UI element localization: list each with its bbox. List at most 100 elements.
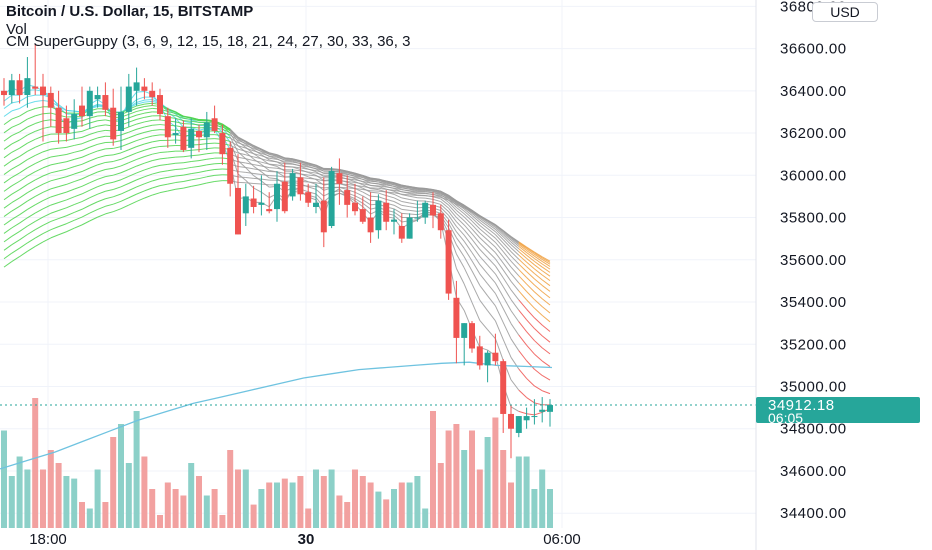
ribbon-segment bbox=[455, 253, 465, 269]
ribbon-segment bbox=[471, 245, 481, 257]
ribbon-segment bbox=[81, 182, 91, 187]
ribbon-segment bbox=[183, 120, 192, 122]
ribbon-segment bbox=[495, 227, 504, 235]
volume-bar bbox=[71, 478, 78, 528]
ribbon-segment bbox=[362, 189, 371, 192]
ribbon-segment bbox=[479, 249, 488, 258]
ribbon-segment bbox=[19, 126, 28, 133]
volume-bar bbox=[79, 502, 85, 528]
candle-body bbox=[344, 190, 351, 205]
ribbon-segment bbox=[284, 158, 293, 160]
indicator-legend[interactable]: CM SuperGuppy (3, 6, 9, 12, 15, 18, 21, … bbox=[6, 33, 411, 50]
ribbon-segment bbox=[510, 299, 520, 311]
ribbon-segment bbox=[386, 180, 395, 184]
ribbon-segment bbox=[167, 182, 176, 185]
volume-bar bbox=[500, 450, 507, 528]
ribbon-segment bbox=[237, 142, 246, 146]
ribbon-segment bbox=[347, 187, 356, 190]
ribbon-segment bbox=[315, 167, 324, 172]
candle-body bbox=[32, 86, 39, 89]
ribbon-segment bbox=[471, 238, 481, 250]
ribbon-segment bbox=[42, 148, 51, 153]
ribbon-segment bbox=[541, 375, 551, 381]
ribbon-segment bbox=[183, 166, 192, 170]
ribbon-segment bbox=[401, 208, 410, 211]
ribbon-segment bbox=[120, 162, 129, 167]
candle-body bbox=[219, 133, 226, 155]
ribbon-segment bbox=[354, 181, 363, 185]
ribbon-segment bbox=[354, 184, 363, 187]
volume-bar bbox=[188, 463, 195, 528]
volume-bar bbox=[180, 495, 187, 528]
ribbon-segment bbox=[370, 184, 379, 187]
ribbon-segment bbox=[167, 108, 176, 113]
ribbon-segment bbox=[362, 199, 371, 206]
ribbon-segment bbox=[3, 261, 13, 268]
ribbon-segment bbox=[3, 210, 13, 217]
volume-bar bbox=[492, 417, 499, 528]
price-axis[interactable]: 36800.0036600.0036400.0036200.0036000.00… bbox=[755, 0, 932, 550]
ribbon-segment bbox=[19, 192, 28, 199]
ribbon-segment bbox=[518, 321, 527, 332]
ribbon-segment bbox=[167, 162, 176, 165]
ribbon-segment bbox=[81, 146, 90, 151]
ribbon-segment bbox=[502, 269, 512, 282]
ribbon-segment bbox=[19, 142, 28, 149]
volume-bar bbox=[8, 476, 15, 528]
ribbon-segment bbox=[315, 178, 324, 182]
ribbon-segment bbox=[152, 185, 161, 189]
volume-bar bbox=[336, 495, 343, 528]
ribbon-segment bbox=[152, 192, 161, 196]
ribbon-segment bbox=[183, 173, 192, 176]
chart-title[interactable]: Bitcoin / U.S. Dollar, 15, BITSTAMP bbox=[6, 3, 254, 20]
ribbon-segment bbox=[27, 115, 36, 120]
candle-body bbox=[352, 202, 358, 212]
ribbon-segment bbox=[494, 265, 504, 279]
ribbon-segment bbox=[3, 202, 13, 209]
candle-body bbox=[398, 225, 405, 239]
ribbon-segment bbox=[409, 209, 418, 212]
candle-body bbox=[391, 219, 397, 222]
currency-selector[interactable]: USD bbox=[812, 2, 878, 22]
ribbon-segment bbox=[315, 186, 324, 189]
ribbon-segment bbox=[237, 145, 246, 149]
ribbon-segment bbox=[292, 158, 301, 162]
ribbon-segment bbox=[19, 225, 28, 232]
candle-body bbox=[71, 114, 78, 129]
ribbon-segment bbox=[34, 167, 44, 173]
ribbon-segment bbox=[409, 213, 418, 216]
ribbon-segment bbox=[191, 154, 200, 157]
volume-bar bbox=[24, 469, 31, 528]
candle-body bbox=[274, 183, 280, 210]
ribbon-segment bbox=[518, 350, 527, 362]
volume-bar bbox=[141, 456, 148, 528]
ribbon-segment bbox=[253, 156, 262, 160]
ribbon-segment bbox=[487, 283, 496, 294]
ribbon-segment bbox=[97, 198, 106, 203]
volume-bar bbox=[328, 469, 335, 528]
ribbon-segment bbox=[339, 169, 348, 172]
ribbon-segment bbox=[494, 282, 504, 298]
ribbon-segment bbox=[487, 257, 496, 267]
ribbon-segment bbox=[34, 175, 44, 181]
ribbon-segment bbox=[261, 149, 270, 154]
ribbon-segment bbox=[35, 135, 44, 140]
ribbon-segment bbox=[448, 195, 457, 202]
ribbon-segment bbox=[471, 260, 481, 275]
ribbon-segment bbox=[354, 177, 363, 180]
ribbon-segment bbox=[66, 188, 75, 193]
volume-bar bbox=[297, 476, 304, 528]
ribbon-segment bbox=[315, 193, 325, 203]
ribbon-segment bbox=[276, 175, 285, 178]
ribbon-segment bbox=[167, 168, 176, 172]
ribbon-segment bbox=[144, 153, 153, 158]
ribbon-segment bbox=[487, 295, 496, 307]
ribbon-segment bbox=[463, 256, 473, 272]
time-axis[interactable]: 18:00 30 06:00 bbox=[29, 531, 581, 548]
ribbon-segment bbox=[417, 190, 426, 192]
volume-bar bbox=[94, 469, 101, 528]
volume-legend[interactable]: Vol bbox=[6, 21, 27, 38]
ribbon-segment bbox=[128, 146, 137, 151]
volume-bar bbox=[63, 476, 70, 528]
